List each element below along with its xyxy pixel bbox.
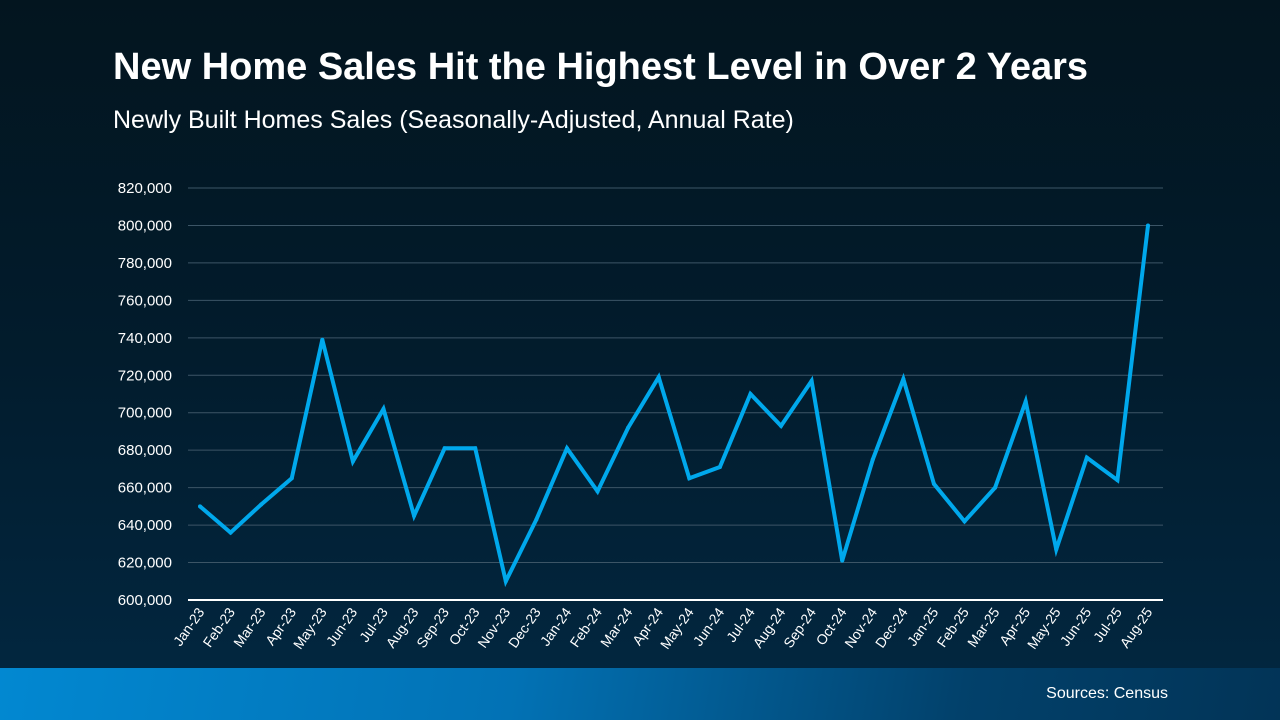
data-point: [809, 378, 814, 383]
x-tick-label: Jun-23: [323, 604, 361, 648]
data-point: [687, 476, 692, 481]
data-point: [840, 558, 845, 563]
y-tick-label: 660,000: [118, 480, 172, 497]
x-tick-label: Sep-23: [413, 604, 452, 650]
data-point: [1115, 478, 1120, 483]
footer-bar: Sources: Census: [0, 668, 1280, 720]
data-point: [1023, 399, 1028, 404]
y-tick-label: 820,000: [118, 180, 172, 197]
y-tick-label: 720,000: [118, 367, 172, 384]
x-tick-label: Mar-24: [597, 604, 636, 650]
data-point: [564, 446, 569, 451]
y-tick-label: 680,000: [118, 442, 172, 459]
series-line: [198, 225, 1150, 588]
x-tick-label: Dec-23: [505, 604, 544, 650]
x-tick-label: Sep-24: [780, 604, 819, 650]
data-point: [717, 465, 722, 470]
data-point: [442, 446, 447, 451]
data-point: [534, 517, 539, 522]
data-point: [779, 423, 784, 428]
data-point: [962, 519, 967, 524]
y-tick-label: 640,000: [118, 517, 172, 534]
data-point: [228, 530, 233, 535]
x-tick-label: Dec-24: [872, 604, 911, 650]
data-point: [320, 337, 325, 342]
y-tick-label: 740,000: [118, 330, 172, 347]
data-point: [198, 504, 202, 509]
data-point: [1054, 547, 1059, 552]
data-point: [993, 485, 998, 490]
data-point: [1146, 223, 1150, 228]
data-point: [473, 446, 478, 451]
data-point: [748, 392, 753, 396]
line-chart: 600,000 620,000 640,000 660,000 680,000 700,0…: [118, 180, 1163, 650]
data-point: [931, 481, 936, 486]
x-tick-label: Mar-25: [964, 604, 1003, 650]
source-note: Sources: Census: [1046, 685, 1168, 702]
data-point: [350, 459, 355, 464]
data-point: [259, 502, 264, 507]
data-point: [503, 579, 508, 584]
y-tick-label: 800,000: [118, 217, 172, 234]
data-point: [595, 489, 600, 494]
data-point: [1084, 455, 1089, 460]
chart-title: New Home Sales Hit the Highest Level in …: [113, 46, 1089, 88]
data-point: [289, 476, 294, 481]
y-tick-label: 600,000: [118, 592, 172, 609]
x-tick-label: Mar-23: [230, 604, 269, 650]
data-point: [626, 425, 631, 430]
data-point: [412, 513, 417, 518]
data-point: [381, 406, 386, 411]
data-point: [656, 375, 661, 380]
y-tick-label: 620,000: [118, 555, 172, 572]
y-tick-label: 700,000: [118, 405, 172, 422]
x-tick-label: Aug-25: [1116, 604, 1155, 650]
data-point: [870, 457, 875, 462]
x-tick-label: Jun-24: [690, 604, 728, 648]
chart-subtitle: Newly Built Homes Sales (Seasonally-Adju…: [113, 106, 794, 134]
y-tick-label: 760,000: [118, 292, 172, 309]
x-tick-label: Jun-25: [1057, 604, 1095, 648]
y-tick-label: 780,000: [118, 255, 172, 272]
data-point: [901, 377, 906, 382]
